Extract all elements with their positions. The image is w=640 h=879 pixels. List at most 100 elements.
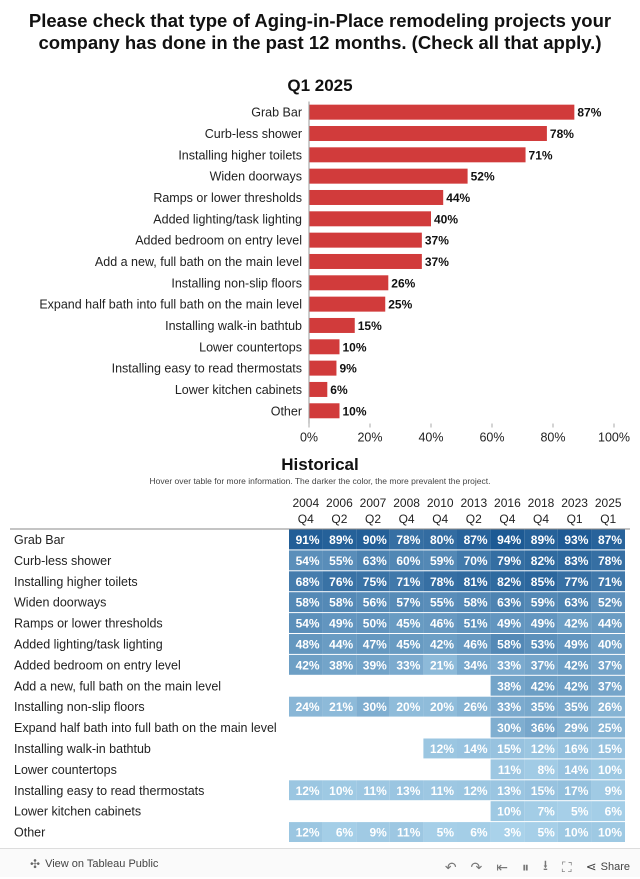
heatmap-cell-label: 57% [396, 596, 420, 610]
heatmap-cell-label: 11% [363, 784, 387, 798]
heatmap-cell-label: 12% [430, 742, 454, 756]
heatmap-cell [289, 654, 323, 675]
heatmap-cell-label: 13% [396, 784, 420, 798]
x-tick-label: 0% [300, 430, 318, 444]
bar [309, 317, 355, 333]
heatmap-cell [557, 634, 592, 654]
heatmap-column-quarter: Q4 [432, 512, 448, 526]
heatmap-cell [490, 654, 525, 675]
heatmap-cell [557, 592, 592, 613]
heatmap-cell-label: 94% [497, 533, 521, 547]
bar [309, 104, 575, 120]
heatmap-cell-label: 58% [296, 596, 320, 610]
heatmap-row-label: Add a new, full bath on the main level [14, 679, 221, 693]
heatmap-cell [322, 822, 357, 842]
heatmap-cell-label: 45% [396, 637, 420, 651]
view-on-tableau-link[interactable]: ✣ View on Tableau Public [30, 857, 158, 871]
heatmap-cell [289, 822, 323, 842]
heatmap-cell [524, 613, 558, 633]
bar-category-label: Installing higher toilets [178, 148, 302, 162]
heatmap-cell-label: 63% [564, 596, 588, 610]
heatmap-cell-label: 49% [564, 637, 588, 651]
heatmap-cell-label: 11% [397, 826, 421, 840]
heatmap-cell [289, 780, 323, 801]
redo-icon[interactable]: ↷ [470, 858, 483, 875]
view-on-tableau-label: View on Tableau Public [45, 858, 159, 870]
heatmap-cell [389, 550, 424, 571]
heatmap-column-year: 2006 [326, 496, 353, 510]
heatmap-cell-label: 47% [363, 637, 387, 651]
heatmap-column-year: 2016 [494, 496, 521, 510]
share-button[interactable]: ⋖ Share [586, 859, 630, 875]
bar-data-label: 40% [434, 212, 458, 226]
heatmap-cell [490, 613, 525, 633]
heatmap-cell [591, 571, 625, 592]
heatmap-column-quarter: Q4 [298, 512, 314, 526]
bar-data-label: 15% [358, 319, 382, 333]
heatmap-cell [557, 550, 592, 571]
heatmap-cell-label: 55% [329, 554, 353, 568]
heatmap-cell [356, 696, 390, 717]
heatmap-cell-label: 82% [497, 575, 521, 589]
heatmap-title: Historical [281, 455, 358, 474]
heatmap-cell-label: 24% [296, 700, 320, 714]
bar-category-label: Lower countertops [199, 340, 302, 354]
heatmap-cell [289, 613, 323, 633]
heatmap-cell-label: 49% [329, 617, 353, 631]
heatmap-cell [423, 550, 457, 571]
heatmap-cell-label: 5% [437, 826, 455, 840]
heatmap-row-label: Grab Bar [14, 533, 65, 547]
revert-icon[interactable]: ⇤ [496, 858, 509, 875]
bar-data-label: 10% [343, 404, 367, 418]
heatmap-cell [389, 654, 424, 675]
heatmap-row-label: Installing easy to read thermostats [14, 784, 204, 798]
heatmap-cell [557, 738, 592, 759]
heatmap-cell-label: 78% [396, 533, 420, 547]
pause-icon[interactable]: ⏸ [522, 858, 530, 875]
heatmap-cell-label: 38% [497, 679, 521, 693]
bar [309, 296, 386, 312]
heatmap-cell-label: 58% [497, 637, 521, 651]
heatmap-cell [524, 550, 558, 571]
heatmap-cell-label: 34% [464, 658, 488, 672]
heatmap-cell [457, 529, 491, 550]
heatmap-cell-label: 37% [531, 658, 555, 672]
bar-category-label: Installing non-slip floors [171, 276, 302, 290]
download-icon[interactable]: ⭳ [543, 857, 548, 873]
heatmap-cell [322, 654, 357, 675]
heatmap-column-year: 2018 [528, 496, 555, 510]
undo-icon[interactable]: ↶ [444, 858, 457, 875]
heatmap-cell [322, 529, 357, 550]
heatmap-cell-label: 71% [598, 575, 622, 589]
heatmap-cell [490, 780, 525, 801]
heatmap-cell-label: 42% [296, 658, 320, 672]
heatmap-cell-label: 42% [564, 658, 588, 672]
heatmap-cell-label: 9% [605, 784, 623, 798]
heatmap-cell-label: 14% [564, 763, 588, 777]
heatmap-cell-label: 51% [464, 617, 488, 631]
heatmap-row-label: Other [14, 826, 45, 840]
heatmap-cell [289, 529, 323, 550]
heatmap-column-year: 2025 [595, 496, 622, 510]
heatmap-cell-label: 52% [598, 596, 622, 610]
heatmap-cell [457, 738, 491, 759]
heatmap-cell [356, 613, 390, 633]
bar-category-label: Other [271, 404, 302, 418]
heatmap-cell-label: 15% [598, 742, 622, 756]
fullscreen-icon[interactable]: ⛶ [561, 858, 572, 875]
heatmap-cell [423, 529, 457, 550]
heatmap-cell-label: 79% [497, 554, 521, 568]
heatmap-cell [490, 529, 525, 550]
heatmap-cell [423, 592, 457, 613]
heatmap-cell [524, 801, 558, 822]
heatmap-cell-label: 12% [464, 784, 488, 798]
heatmap-column-quarter: Q4 [533, 512, 549, 526]
heatmap-cell-label: 29% [564, 721, 588, 735]
heatmap-column-quarter: Q2 [365, 512, 381, 526]
heatmap-cell-label: 90% [363, 533, 387, 547]
heatmap-cell-label: 53% [531, 637, 555, 651]
heatmap-cell [557, 613, 592, 633]
heatmap-cell-label: 20% [396, 700, 420, 714]
heatmap-cell-label: 36% [531, 721, 555, 735]
heatmap-column-quarter: Q4 [499, 512, 515, 526]
